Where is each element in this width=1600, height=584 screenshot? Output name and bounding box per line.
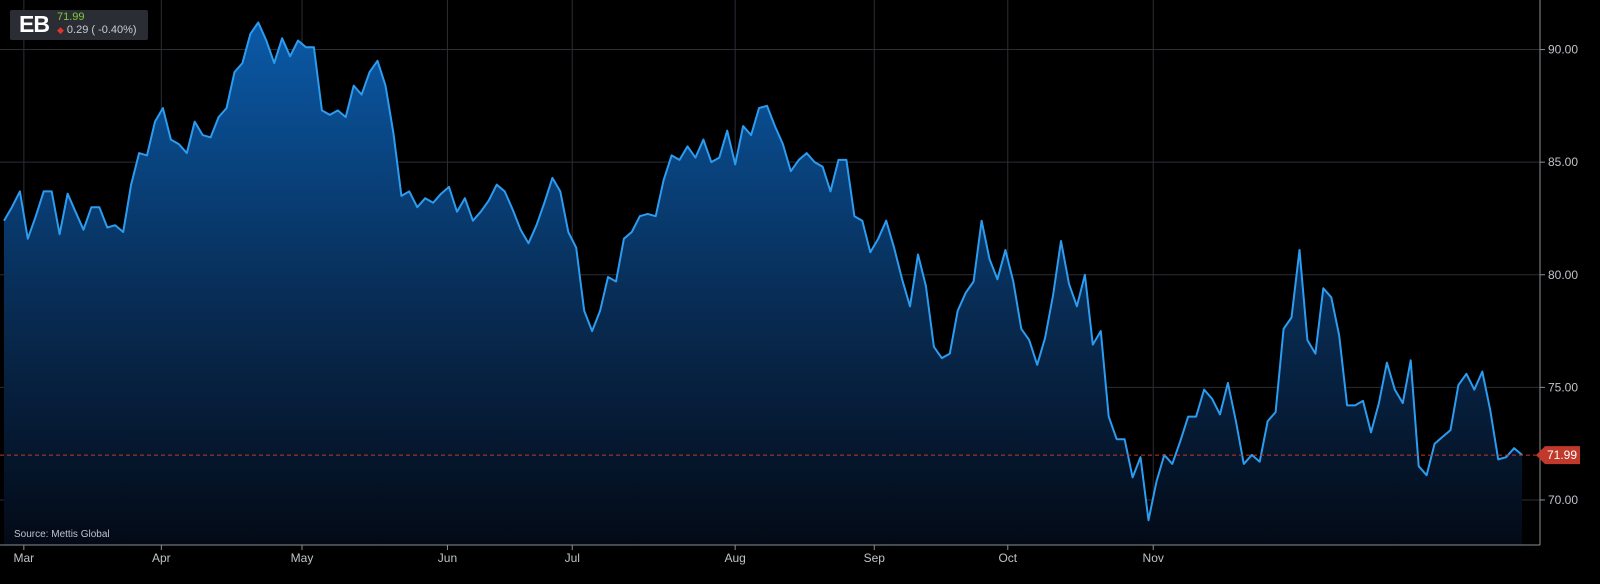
x-axis-labels: Mar Apr May Jun Jul Aug Sep Oct Nov xyxy=(14,545,1164,565)
y-tick-label: 70.00 xyxy=(1548,493,1578,507)
price-line xyxy=(3,21,1523,522)
last-price-tag xyxy=(1536,446,1580,465)
source-note: Source: Mettis Global xyxy=(14,529,110,540)
ticker-symbol: EB xyxy=(19,11,50,37)
x-tick-label: Apr xyxy=(152,551,171,565)
last-price: 71.99 xyxy=(57,11,85,23)
y-tick-label: 75.00 xyxy=(1548,380,1578,394)
x-tick-label: Sep xyxy=(864,551,886,565)
x-tick-label: Oct xyxy=(998,551,1017,565)
change-percent: ( -0.40%) xyxy=(91,24,137,36)
y-tick-label: 85.00 xyxy=(1548,155,1578,169)
y-tick-label: 80.00 xyxy=(1548,268,1578,282)
ticker-badge: EB 71.99 ◆ 0.29( -0.40%) xyxy=(10,10,148,40)
x-tick-label: Jun xyxy=(438,551,457,565)
x-tick-label: Mar xyxy=(14,551,35,565)
y-axis-labels: 70.00 75.00 80.00 85.00 90.00 xyxy=(1540,43,1578,507)
price-change: ◆ 0.29( -0.40%) xyxy=(57,24,137,36)
change-value: 0.29 xyxy=(66,24,89,36)
x-tick-label: May xyxy=(291,551,314,565)
last-price-marker: 71.99 xyxy=(1536,446,1580,465)
y-tick-label: 90.00 xyxy=(1548,43,1578,57)
last-price-label: 71.99 xyxy=(1547,448,1577,462)
x-tick-label: Aug xyxy=(724,551,745,565)
price-area xyxy=(4,22,1522,545)
x-tick-label: Nov xyxy=(1143,551,1164,565)
down-arrow-icon: ◆ xyxy=(57,25,64,35)
x-tick-label: Jul xyxy=(565,551,580,565)
